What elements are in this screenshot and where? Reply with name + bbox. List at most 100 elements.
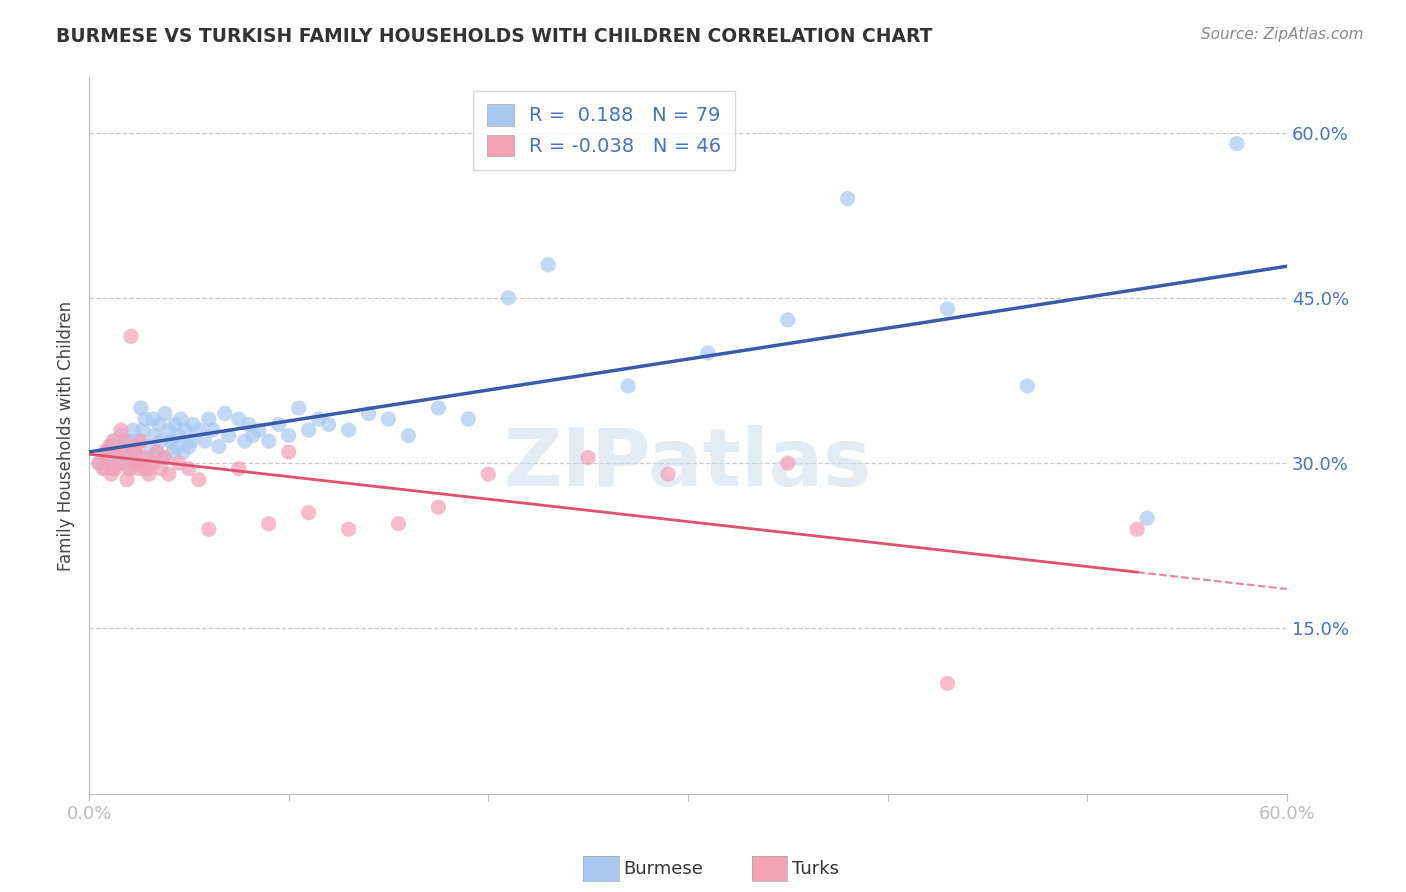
Point: [457, 412, 479, 426]
Point: [298, 423, 321, 437]
Point: [138, 461, 160, 475]
Point: [146, 445, 169, 459]
Point: [134, 412, 156, 426]
Point: [170, 412, 193, 426]
Text: Burmese: Burmese: [623, 860, 703, 878]
Legend: R =  0.188   N = 79, R = -0.038   N = 46: R = 0.188 N = 79, R = -0.038 N = 46: [472, 91, 735, 170]
Point: [111, 445, 134, 459]
Point: [576, 450, 599, 465]
Point: [153, 450, 176, 465]
Point: [427, 401, 450, 415]
Point: [162, 445, 184, 459]
Point: [218, 428, 240, 442]
Point: [148, 417, 170, 432]
Point: [136, 450, 159, 465]
Point: [114, 440, 136, 454]
Point: [91, 461, 114, 475]
Point: [125, 456, 148, 470]
Point: [94, 445, 117, 459]
Point: [166, 440, 188, 454]
Point: [1226, 136, 1249, 151]
Point: [308, 412, 330, 426]
Point: [115, 473, 138, 487]
Point: [267, 417, 290, 432]
Point: [776, 456, 799, 470]
Point: [214, 407, 236, 421]
Point: [100, 440, 122, 454]
Point: [96, 450, 118, 465]
Point: [187, 473, 209, 487]
Point: [377, 412, 399, 426]
Point: [110, 428, 132, 442]
Point: [398, 428, 420, 442]
Point: [537, 258, 560, 272]
Point: [177, 461, 200, 475]
Point: [111, 445, 134, 459]
Y-axis label: Family Households with Children: Family Households with Children: [58, 301, 75, 571]
Point: [208, 440, 231, 454]
Text: BURMESE VS TURKISH FAMILY HOUSEHOLDS WITH CHILDREN CORRELATION CHART: BURMESE VS TURKISH FAMILY HOUSEHOLDS WIT…: [56, 27, 932, 45]
Point: [357, 407, 380, 421]
Point: [120, 329, 142, 343]
Point: [228, 461, 250, 475]
Point: [96, 445, 118, 459]
Point: [115, 450, 138, 465]
Point: [153, 407, 176, 421]
Point: [318, 417, 340, 432]
Point: [157, 467, 180, 482]
Point: [134, 461, 156, 475]
Point: [387, 516, 409, 531]
Point: [257, 434, 280, 448]
Point: [247, 423, 270, 437]
Point: [138, 467, 160, 482]
Point: [110, 423, 132, 437]
Point: [98, 440, 121, 454]
Point: [87, 456, 110, 470]
Text: Source: ZipAtlas.com: Source: ZipAtlas.com: [1201, 27, 1364, 42]
Point: [163, 417, 186, 432]
Point: [337, 522, 360, 536]
Point: [167, 456, 190, 470]
Point: [94, 461, 117, 475]
Point: [187, 423, 209, 437]
Point: [120, 461, 142, 475]
Point: [617, 379, 640, 393]
Point: [936, 301, 959, 316]
Point: [152, 450, 174, 465]
Point: [174, 423, 197, 437]
Point: [128, 434, 150, 448]
Point: [114, 434, 136, 448]
Point: [139, 440, 162, 454]
Point: [142, 412, 165, 426]
Point: [228, 412, 250, 426]
Point: [122, 456, 145, 470]
Point: [181, 417, 204, 432]
Point: [124, 445, 146, 459]
Point: [167, 428, 190, 442]
Point: [194, 434, 217, 448]
Point: [427, 500, 450, 515]
Point: [776, 313, 799, 327]
Point: [696, 346, 718, 360]
Point: [124, 445, 146, 459]
Point: [160, 434, 183, 448]
Point: [87, 456, 110, 470]
Point: [242, 428, 264, 442]
Point: [477, 467, 499, 482]
Point: [118, 461, 141, 475]
Point: [157, 423, 180, 437]
Point: [101, 461, 124, 475]
Point: [936, 676, 959, 690]
Point: [122, 423, 145, 437]
Point: [287, 401, 309, 415]
Point: [201, 423, 224, 437]
Point: [125, 440, 148, 454]
Point: [257, 516, 280, 531]
Point: [198, 412, 221, 426]
Point: [101, 434, 124, 448]
Point: [132, 423, 155, 437]
Point: [837, 192, 859, 206]
Point: [1136, 511, 1159, 525]
Point: [277, 428, 299, 442]
Point: [105, 445, 128, 459]
